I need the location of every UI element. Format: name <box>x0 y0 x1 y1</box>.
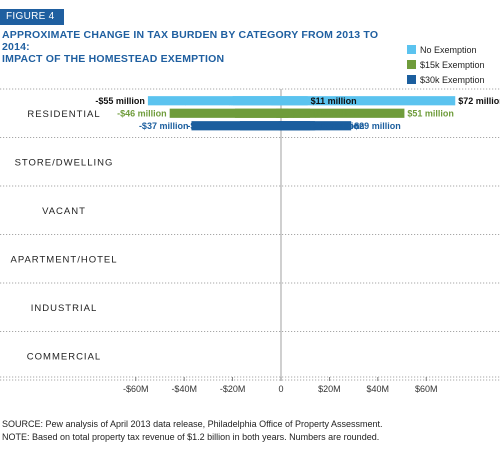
figure-tag: FIGURE 4 <box>0 9 64 25</box>
bar-apartment-hotel-15k-exemption <box>281 108 289 118</box>
legend-label-no-exemption: No Exemption <box>420 45 477 55</box>
x-tick-label: 0 <box>278 384 283 394</box>
x-tick-label: -$60M <box>123 384 149 394</box>
legend-label-15k-exemption: $15k Exemption <box>420 60 485 70</box>
bar-residential-no-exemption <box>281 96 456 106</box>
data-label-residential-no-exemption: $72 million <box>458 96 500 106</box>
data-label-residential-15k-exemption: $51 million <box>407 109 454 119</box>
footnote: NOTE: Based on total property tax revenu… <box>2 432 380 442</box>
data-label-apartment-hotel-15k-exemption: $3 million <box>291 109 333 119</box>
bar-apartment-hotel-30k-exemption <box>281 121 311 131</box>
x-tick-label: $40M <box>367 384 390 394</box>
title-line-2: IMPACT OF THE HOMESTEAD EXEMPTION <box>2 53 225 65</box>
legend-label-30k-exemption: $30k Exemption <box>420 75 485 85</box>
title-line-1: APPROXIMATE CHANGE IN TAX BURDEN BY CATE… <box>2 29 379 53</box>
legend-swatch-30k-exemption <box>407 75 416 84</box>
legend-swatch-15k-exemption <box>407 60 416 69</box>
data-label-residential-30k-exemption: $29 million <box>354 121 401 131</box>
data-label-commercial-15k-exemption: -$46 million <box>117 109 167 119</box>
bar-commercial-no-exemption <box>147 96 281 106</box>
category-label-industrial: INDUSTRIAL <box>31 303 97 314</box>
x-tick-label: $20M <box>318 384 341 394</box>
source-note: SOURCE: Pew analysis of April 2013 data … <box>2 419 383 429</box>
data-label-store-dwelling-15k-exemption: $12 million <box>313 109 360 119</box>
x-tick-label: -$20M <box>220 384 246 394</box>
category-label-vacant: VACANT <box>42 206 86 217</box>
data-label-commercial-30k-exemption: -$37 million <box>139 121 189 131</box>
category-label-store-dwelling: STORE/DWELLING <box>15 157 114 168</box>
bar-commercial-15k-exemption <box>169 108 281 118</box>
data-label-store-dwelling-30k-exemption: $14 million <box>318 121 365 131</box>
data-label-commercial-no-exemption: -$55 million <box>95 96 145 106</box>
x-tick-label: -$40M <box>171 384 197 394</box>
legend-swatch-no-exemption <box>407 45 416 54</box>
x-tick-label: $60M <box>415 384 438 394</box>
bar-store-dwelling-15k-exemption <box>281 108 311 118</box>
data-label-store-dwelling-no-exemption: $11 million <box>311 96 357 106</box>
chart-title: APPROXIMATE CHANGE IN TAX BURDEN BY CATE… <box>2 29 382 65</box>
bar-chart: RESIDENTIAL STORE/DWELLING VACANT APARTMENT… <box>0 45 500 394</box>
data-label-apartment-hotel-30k-exemption: $12 million <box>313 121 360 131</box>
bar-residential-30k-exemption <box>281 121 352 131</box>
bar-store-dwelling-no-exemption <box>281 96 308 106</box>
bar-residential-15k-exemption <box>281 108 405 118</box>
bar-commercial-30k-exemption <box>191 121 281 131</box>
category-label-apartment-hotel: APARTMENT/HOTEL <box>10 254 117 265</box>
category-label-residential: RESIDENTIAL <box>27 109 100 120</box>
category-label-commercial: COMMERCIAL <box>27 351 101 362</box>
